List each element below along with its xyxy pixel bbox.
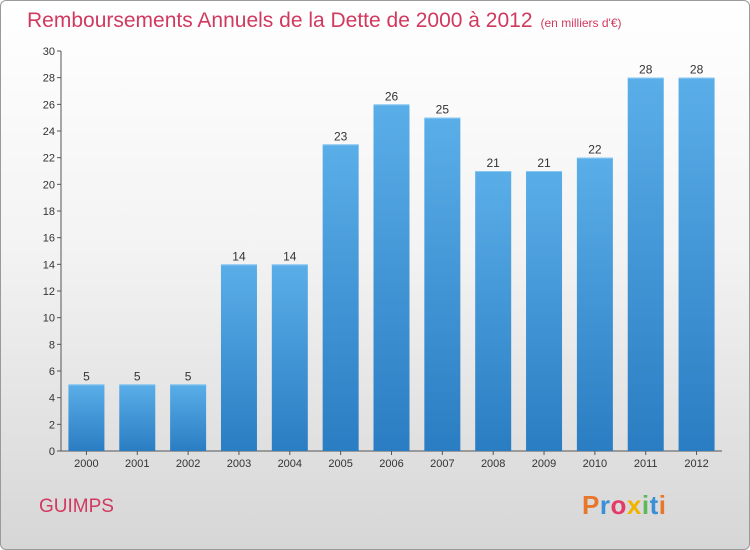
data-label: 28 xyxy=(639,63,653,77)
y-tick-label: 18 xyxy=(43,206,55,218)
y-tick-label: 8 xyxy=(49,339,55,351)
y-tick-label: 0 xyxy=(49,446,55,458)
proxiti-logo: Proxiti xyxy=(582,490,666,521)
data-label: 14 xyxy=(232,249,246,263)
data-label: 21 xyxy=(487,156,501,170)
y-tick-label: 20 xyxy=(43,179,55,191)
bar xyxy=(373,104,410,451)
data-label: 21 xyxy=(537,156,551,170)
brand-letter: o xyxy=(610,490,627,520)
data-label: 5 xyxy=(185,369,192,383)
data-label: 5 xyxy=(134,369,141,383)
brand-letter: x xyxy=(626,490,642,520)
x-tick-label: 2000 xyxy=(74,458,98,470)
y-tick-label: 2 xyxy=(49,419,55,431)
bars: 5 5 5 14 14 23 26 25 21 21 22 28 28 xyxy=(68,63,715,452)
bar xyxy=(220,264,257,451)
y-tick-label: 22 xyxy=(43,153,55,165)
bar xyxy=(271,264,308,451)
x-tick-label: 2012 xyxy=(684,458,708,470)
x-tick-label: 2002 xyxy=(176,458,200,470)
brand-letter: t xyxy=(649,490,659,520)
data-label: 5 xyxy=(83,369,90,383)
bar xyxy=(424,117,461,452)
brand-letter: r xyxy=(599,490,611,520)
x-tick-label: 2008 xyxy=(481,458,505,470)
data-label: 22 xyxy=(588,143,602,157)
x-tick-label: 2010 xyxy=(583,458,607,470)
bar xyxy=(526,171,563,451)
y-tick-label: 4 xyxy=(49,393,55,405)
title-row: Remboursements Annuels de la Dette de 20… xyxy=(27,9,622,33)
x-tick-label: 2003 xyxy=(227,458,251,470)
y-tick-label: 14 xyxy=(43,259,55,271)
bar xyxy=(475,171,512,451)
data-label: 25 xyxy=(436,103,450,117)
x-tick-label: 2007 xyxy=(430,458,454,470)
y-tick-label: 24 xyxy=(43,126,55,138)
data-label: 23 xyxy=(334,129,348,143)
brand-letter: i xyxy=(658,490,667,520)
x-tick-label: 2009 xyxy=(532,458,556,470)
bar xyxy=(119,384,156,451)
x-tick-label: 2011 xyxy=(634,458,658,470)
data-label: 14 xyxy=(283,249,297,263)
commune-name: GUIMPS xyxy=(39,496,114,517)
bar xyxy=(678,77,715,452)
y-tick-label: 6 xyxy=(49,366,55,378)
data-label: 26 xyxy=(385,89,399,103)
y-tick-label: 16 xyxy=(43,233,55,245)
y-tick-label: 12 xyxy=(43,286,55,298)
bar xyxy=(627,77,664,452)
brand-letter: i xyxy=(641,490,650,520)
y-tick-label: 30 xyxy=(43,46,55,58)
x-tick-label: 2005 xyxy=(328,458,352,470)
brand-letter: P xyxy=(582,490,600,520)
y-tick-label: 28 xyxy=(43,73,55,85)
chart-title: Remboursements Annuels de la Dette de 20… xyxy=(27,9,533,32)
x-tick-label: 2006 xyxy=(379,458,403,470)
bar xyxy=(170,384,207,451)
y-tick-label: 26 xyxy=(43,99,55,111)
data-label: 28 xyxy=(690,63,704,77)
bar xyxy=(576,157,613,451)
chart-subtitle: (en milliers d'€) xyxy=(540,16,622,30)
y-tick-label: 10 xyxy=(43,313,55,325)
x-tick-label: 2001 xyxy=(125,458,149,470)
bar xyxy=(68,384,105,451)
bar xyxy=(322,144,359,452)
x-tick-label: 2004 xyxy=(278,458,302,470)
